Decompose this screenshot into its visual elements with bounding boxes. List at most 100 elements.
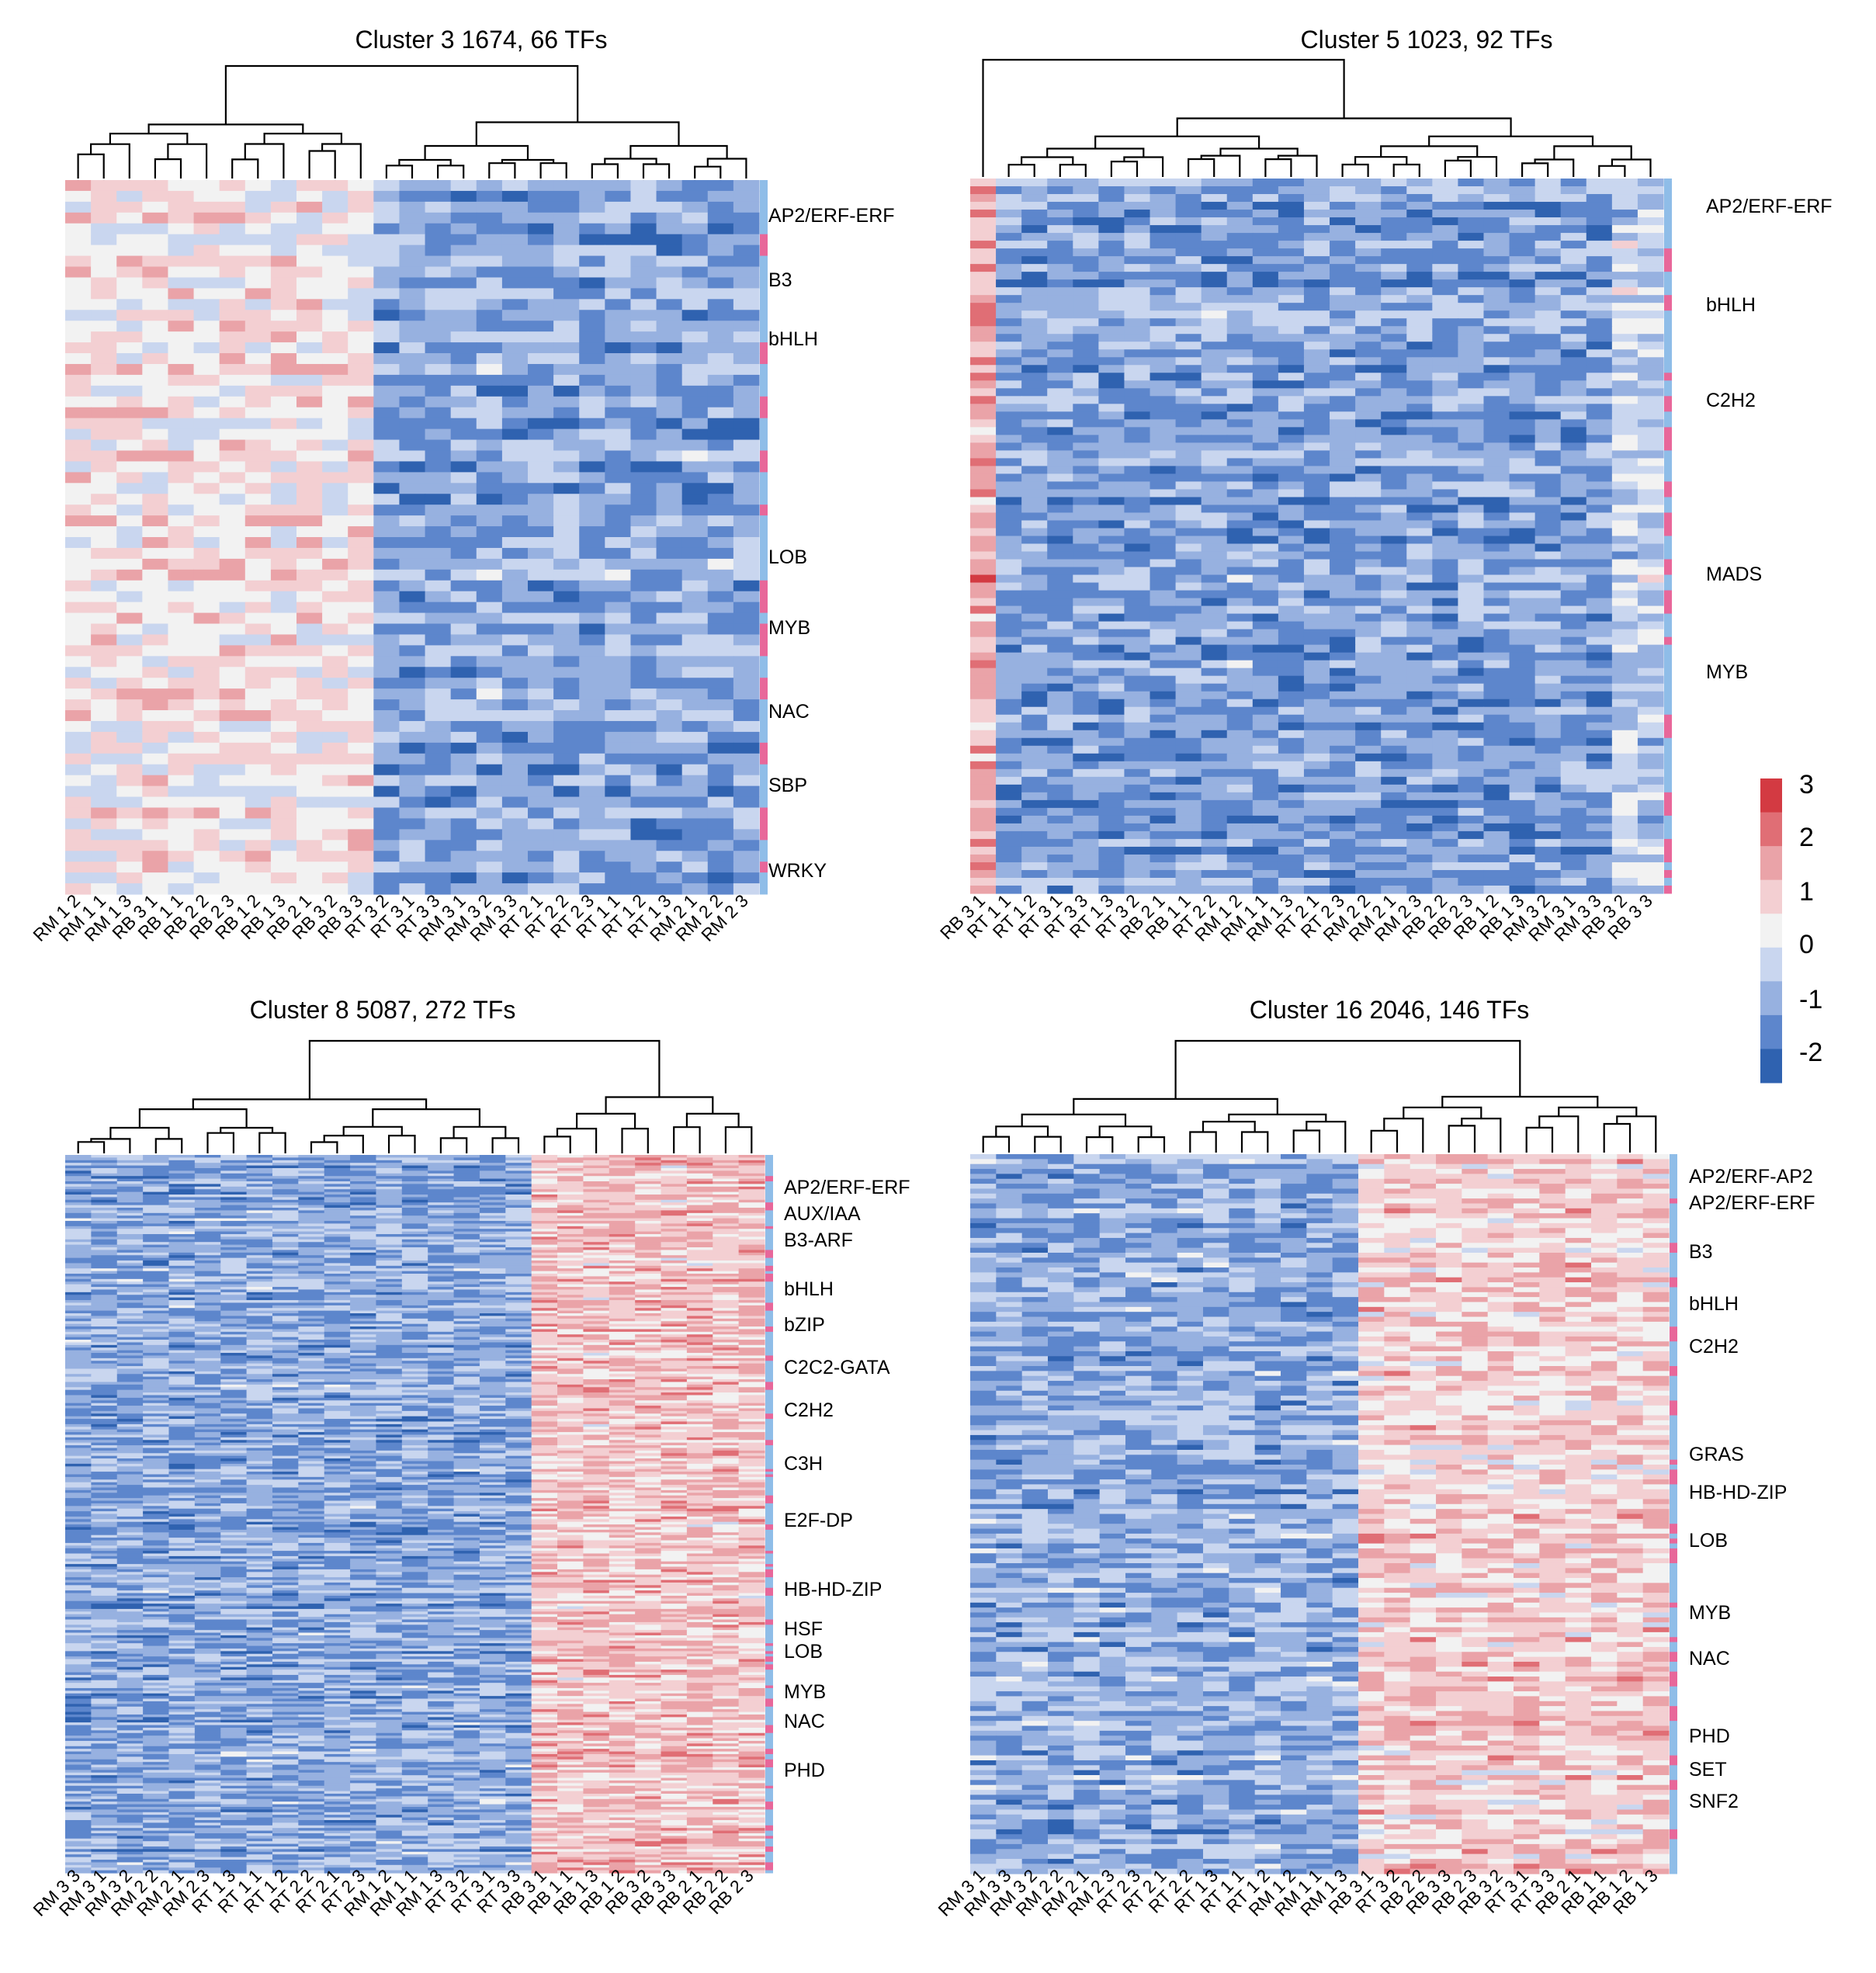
heatmap-cell (1073, 427, 1099, 435)
heatmap-cell (296, 537, 323, 549)
heatmap-cell (348, 667, 374, 678)
heatmap-cell (1226, 310, 1254, 319)
heatmap-cell (1432, 877, 1458, 886)
heatmap-cell (1458, 427, 1485, 435)
heatmap-cell (1637, 264, 1664, 272)
heatmap-cell (1252, 714, 1279, 723)
heatmap-cell (1278, 683, 1305, 692)
heatmap-cell (681, 277, 709, 289)
heatmap-cell (1303, 411, 1330, 420)
heatmap-cell (1150, 442, 1177, 451)
heatmap-cell (193, 731, 220, 744)
heatmap-cell (1201, 714, 1228, 723)
heatmap-cell (681, 396, 709, 408)
heatmap-cell (348, 580, 374, 592)
heatmap-cell (1175, 512, 1202, 522)
heatmap-cell (1534, 877, 1562, 886)
heatmap-cell (194, 1191, 221, 1195)
heatmap-cell (1611, 473, 1638, 483)
heatmap-cell (116, 483, 143, 494)
heatmap-cell (1021, 737, 1048, 747)
heatmap-cell (296, 699, 323, 711)
heatmap-cell (1124, 567, 1151, 576)
heatmap-cell (1432, 442, 1458, 451)
heatmap-cell (116, 299, 143, 310)
heatmap-cell (707, 796, 734, 809)
heatmap-cell (528, 872, 554, 884)
heatmap-cell (707, 180, 734, 192)
heatmap-cell (1406, 567, 1433, 576)
heatmap-cell (681, 699, 709, 711)
heatmap-cell (324, 1202, 351, 1206)
heatmap-cell (1226, 473, 1254, 483)
heatmap-cell (376, 1163, 403, 1167)
heatmap-cell (1637, 667, 1664, 677)
heatmap-cell (1150, 466, 1177, 475)
heatmap-cell (1150, 691, 1177, 700)
heatmap-cell (1483, 629, 1510, 638)
heatmap-cell (713, 1173, 740, 1177)
heatmap-cell (65, 667, 92, 678)
heatmap-cell (65, 1199, 92, 1203)
heatmap-cell (168, 494, 195, 505)
heatmap-cell (970, 675, 997, 685)
heatmap-cell (1458, 295, 1485, 303)
heatmap-cell (296, 201, 323, 213)
heatmap-cell (373, 829, 401, 841)
heatmap-cell (373, 342, 401, 354)
heatmap-cell (528, 331, 554, 343)
heatmap-cell (91, 255, 117, 268)
heatmap-cell (376, 1197, 403, 1201)
heatmap-cell (1483, 435, 1510, 443)
heatmap-cell (528, 558, 554, 570)
tf-family-segment (1664, 574, 1672, 591)
heatmap-cell (733, 602, 760, 614)
heatmap-cell (733, 331, 760, 343)
heatmap-cell (65, 591, 92, 603)
heatmap-cell (479, 1163, 506, 1167)
heatmap-cell (1330, 846, 1356, 855)
heatmap-cell (91, 656, 117, 667)
heatmap-cell (1637, 722, 1664, 731)
heatmap-cell (1458, 357, 1485, 366)
heatmap-cell (348, 612, 374, 625)
heatmap-cell (1201, 621, 1228, 630)
heatmap-cell (219, 494, 246, 505)
heatmap-cell (244, 818, 272, 830)
heatmap-cell (142, 428, 169, 441)
heatmap-cell (1150, 303, 1177, 311)
heatmap-cell (738, 1205, 765, 1208)
heatmap-cell (1637, 272, 1664, 280)
heatmap-cell (1381, 404, 1407, 412)
heatmap-cell (1021, 186, 1048, 195)
heatmap-cell (1381, 318, 1407, 327)
heatmap-cell (1278, 768, 1305, 778)
heatmap-cell (996, 691, 1022, 700)
heatmap-cell (1586, 357, 1613, 366)
heatmap-cell (1150, 830, 1177, 840)
heatmap-cell (630, 634, 657, 646)
tf-family-segment (1664, 380, 1672, 397)
heatmap-cell (1381, 373, 1407, 381)
heatmap-cell (425, 321, 452, 332)
heatmap-cell (116, 775, 143, 787)
heatmap-cell (1175, 776, 1202, 785)
heatmap-cell (996, 629, 1022, 638)
heatmap-cell (91, 796, 117, 809)
heatmap-cell (168, 266, 195, 279)
heatmap-cell (1637, 838, 1664, 848)
heatmap-cell (1432, 388, 1458, 397)
heatmap-cell (681, 753, 709, 765)
heatmap-cell (219, 310, 246, 321)
heatmap-cell (1586, 815, 1613, 824)
heatmap-cell (1124, 683, 1151, 692)
heatmap-cell (1047, 830, 1073, 840)
heatmap-cell (65, 785, 92, 798)
heatmap-cell (244, 418, 272, 430)
heatmap-cell (322, 742, 348, 754)
heatmap-cell (1381, 644, 1407, 654)
heatmap-cell (656, 385, 683, 397)
heatmap-cell (1201, 357, 1228, 366)
heatmap-cell (1586, 489, 1613, 498)
heatmap-cell (1303, 706, 1330, 716)
